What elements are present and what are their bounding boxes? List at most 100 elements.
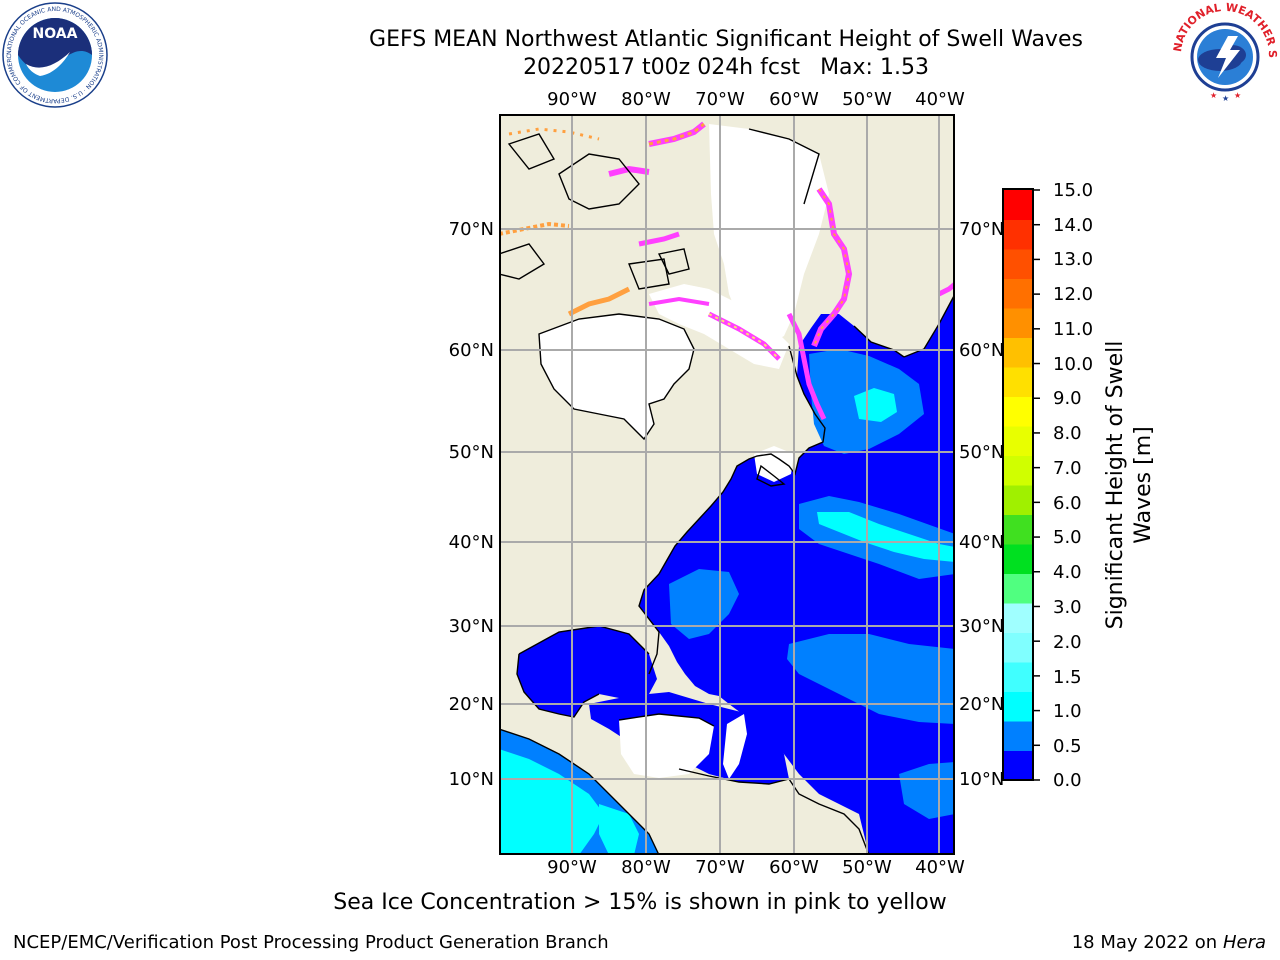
swell-band-bermuda [669, 569, 739, 639]
lat-label-right: 30°N [959, 616, 1005, 637]
lon-label-bottom: 70°W [695, 857, 745, 878]
lon-label-top: 40°W [915, 89, 965, 110]
generation-date-text: 18 May 2022 on [1071, 932, 1218, 953]
colorbar-tick-label: 0.5 [1053, 736, 1082, 757]
colorbar-cell [1004, 514, 1032, 545]
svg-text:★: ★ [1222, 94, 1229, 103]
lat-label-right: 20°N [959, 694, 1005, 715]
colorbar-title-line2: Waves [m] [1131, 426, 1156, 544]
sea-ice-edges [499, 121, 955, 421]
colorbar-tickmarks [1033, 189, 1040, 781]
svg-text:★: ★ [1234, 91, 1241, 100]
lon-label-top: 60°W [769, 89, 819, 110]
colorbar-tick-label: 2.0 [1053, 632, 1082, 653]
lon-label-top: 70°W [695, 89, 745, 110]
colorbar-tick-label: 1.5 [1053, 667, 1082, 688]
svg-text:★: ★ [1210, 91, 1217, 100]
lon-label-top: 90°W [547, 89, 597, 110]
colorbar [1002, 188, 1040, 781]
colorbar-cell [1004, 603, 1032, 633]
lon-label-top: 50°W [842, 89, 892, 110]
lat-label-left: 40°N [448, 532, 494, 553]
colorbar-cell [1004, 632, 1032, 663]
lesser-antilles [723, 714, 747, 779]
colorbar-cell [1004, 573, 1032, 604]
colorbar-tick-label: 10.0 [1053, 354, 1094, 375]
colorbar-tick-label: 1.0 [1053, 701, 1082, 722]
generation-date: 18 May 2022 on Hera [1072, 932, 1266, 953]
lat-label-left: 10°N [448, 769, 494, 790]
lon-label-top: 80°W [621, 89, 671, 110]
colorbar-tick-label: 14.0 [1053, 215, 1094, 236]
colorbar-tick-label: 4.0 [1053, 562, 1082, 583]
colorbar-cell [1004, 278, 1032, 309]
colorbar-cell [1004, 662, 1032, 692]
colorbar-cell [1004, 219, 1032, 250]
colorbar-title: Significant Height of Swell Waves [m] [1102, 341, 1158, 630]
nws-logo: NATIONAL WEATHER SERVICE ★ ★ ★ [1170, 0, 1279, 107]
swell-max-grand-banks [817, 512, 955, 562]
gulf-of-mexico [517, 626, 657, 717]
lat-label-right: 50°N [959, 442, 1005, 463]
lat-label-right: 40°N [959, 532, 1005, 553]
lat-label-right: 70°N [959, 219, 1005, 240]
colorbar-cell [1004, 750, 1032, 781]
wave-height-map [499, 114, 955, 855]
colorbar-cell [1004, 426, 1032, 456]
lat-label-left: 60°N [448, 340, 494, 361]
lon-label-bottom: 40°W [915, 857, 965, 878]
lat-label-left: 70°N [448, 219, 494, 240]
colorbar-tick-label: 9.0 [1053, 388, 1082, 409]
colorbar-tick-label: 6.0 [1053, 493, 1082, 514]
lat-label-left: 50°N [448, 442, 494, 463]
lat-label-right: 10°N [959, 769, 1005, 790]
colorbar-cell [1004, 485, 1032, 515]
map-frame [499, 114, 955, 855]
noaa-logo: NATIONAL OCEANIC AND ATMOSPHERIC ADMINIS… [0, 0, 108, 108]
colorbar-tick-label: 12.0 [1053, 284, 1094, 305]
greater-antilles [619, 714, 714, 778]
noaa-logo-text: NOAA [33, 26, 78, 42]
colorbar-tick-label: 0.0 [1053, 770, 1082, 791]
colorbar-cell [1004, 308, 1032, 338]
swell-max-labrador [854, 388, 897, 422]
colorbar-cell [1004, 367, 1032, 397]
colorbar-tick-label: 7.0 [1053, 458, 1082, 479]
forecast-run-label: 20220517 t00z 024h fcst [523, 55, 801, 80]
colorbar-title-line1: Significant Height of Swell [1103, 340, 1128, 630]
baffin-bay [709, 124, 829, 344]
chart-title: GEFS MEAN Northwest Atlantic Significant… [369, 27, 1083, 52]
colorbar-frame [1002, 188, 1034, 781]
sea-ice-caption: Sea Ice Concentration > 15% is shown in … [333, 890, 947, 915]
lon-label-bottom: 50°W [842, 857, 892, 878]
lon-label-bottom: 60°W [769, 857, 819, 878]
lat-label-right: 60°N [959, 340, 1005, 361]
producer-credit: NCEP/EMC/Verification Post Processing Pr… [13, 932, 609, 953]
graticule [499, 114, 955, 855]
colorbar-cell [1004, 396, 1032, 427]
colorbar-tick-label: 3.0 [1053, 597, 1082, 618]
lon-label-bottom: 80°W [621, 857, 671, 878]
pacific-ocean-high [499, 749, 604, 855]
max-value-label: Max: 1.53 [820, 55, 929, 80]
colorbar-tick-label: 5.0 [1053, 527, 1082, 548]
hudson-bay [539, 314, 694, 439]
lat-label-left: 30°N [448, 616, 494, 637]
pacific-swell-patch [599, 804, 639, 855]
chart-subtitle: 20220517 t00z 024h fcst Max: 1.53 [0, 55, 1280, 80]
colorbar-cell [1004, 455, 1032, 486]
swell-band-south [899, 762, 955, 819]
colorbar-tick-label: 8.0 [1053, 423, 1082, 444]
swell-band-subtropics [787, 634, 955, 724]
colorbar-cell [1004, 691, 1032, 722]
colorbar-cell [1004, 190, 1032, 220]
colorbar-cells [1004, 190, 1032, 781]
machine-name: Hera [1222, 932, 1266, 953]
lat-label-left: 20°N [448, 694, 494, 715]
colorbar-tick-label: 15.0 [1053, 180, 1094, 201]
colorbar-cell [1004, 544, 1032, 574]
lon-label-bottom: 90°W [547, 857, 597, 878]
colorbar-cell [1004, 721, 1032, 751]
colorbar-tick-label: 11.0 [1053, 319, 1094, 340]
colorbar-cell [1004, 249, 1032, 279]
